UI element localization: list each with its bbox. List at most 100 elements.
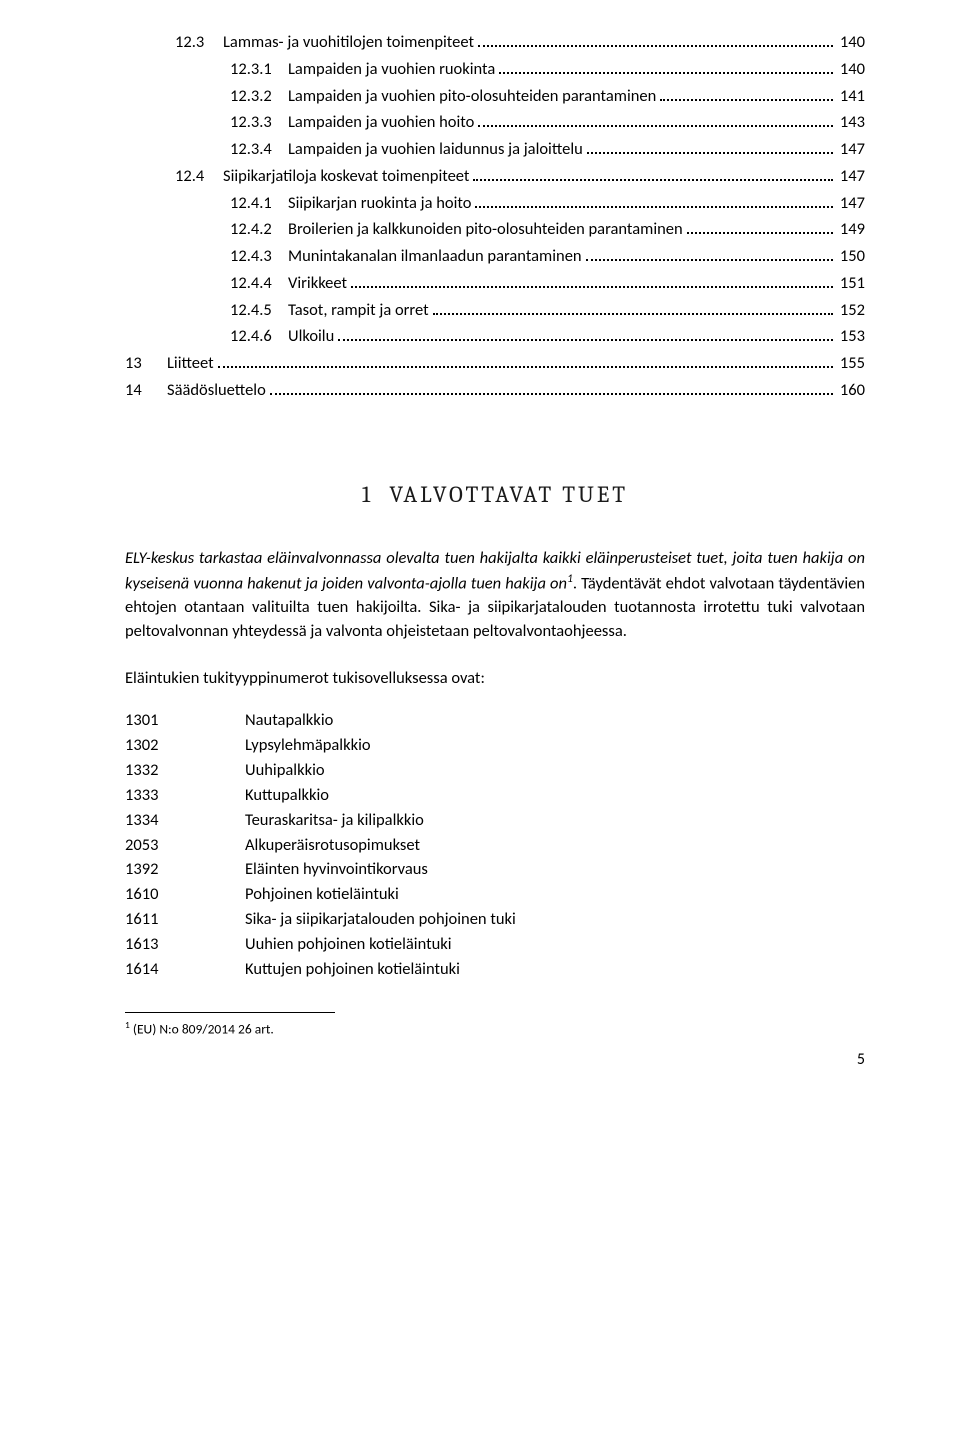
code-row: 1302Lypsylehmäpalkkio [125,734,865,758]
toc-number: 12.4.5 [230,298,288,323]
toc-text: Liitteet [167,351,214,376]
code-label: Lypsylehmäpalkkio [245,734,371,758]
toc-entry: 12.3.4Lampaiden ja vuohien laidunnus ja … [125,137,865,162]
code-number: 1334 [125,809,245,833]
toc-entry: 12.4.2Broilerien ja kalkkunoiden pito-ol… [125,217,865,242]
code-row: 1334Teuraskaritsa- ja kilipalkkio [125,809,865,833]
footnote-text: (EU) N:o 809/2014 26 art. [130,1021,274,1038]
toc-page: 147 [837,164,865,189]
toc-leader-dots [660,99,833,101]
toc-number: 14 [125,378,167,403]
code-label: Teuraskaritsa- ja kilipalkkio [245,809,424,833]
footnote-separator [125,1012,335,1013]
toc-page: 153 [837,324,865,349]
toc-entry: 12.4.5Tasot, rampit ja orret152 [125,298,865,323]
code-number: 1302 [125,734,245,758]
toc-entry: 12.3Lammas- ja vuohitilojen toimenpiteet… [125,30,865,55]
code-number: 1332 [125,759,245,783]
code-label: Uuhipalkkio [245,759,325,783]
code-label: Uuhien pohjoinen kotieläintuki [245,933,452,957]
code-label: Kuttupalkkio [245,784,329,808]
toc-number: 12.3.2 [230,84,288,109]
toc-number: 12.4.1 [230,191,288,216]
code-number: 1610 [125,883,245,907]
toc-text: Siipikarjan ruokinta ja hoito [288,191,471,216]
code-row: 1613Uuhien pohjoinen kotieläintuki [125,933,865,957]
code-row: 1611Sika- ja siipikarjatalouden pohjoine… [125,908,865,932]
toc-leader-dots [338,339,833,341]
code-row: 1610Pohjoinen kotieläintuki [125,883,865,907]
body-paragraph: ELY-keskus tarkastaa eläinvalvonnassa ol… [125,547,865,644]
toc-text: Ulkoilu [288,324,334,349]
toc-text: Broilerien ja kalkkunoiden pito-olosuhte… [288,217,683,242]
code-row: 2053Alkuperäisrotusopimukset [125,834,865,858]
toc-entry: 12.4.1Siipikarjan ruokinta ja hoito147 [125,191,865,216]
codes-list: 1301Nautapalkkio1302Lypsylehmäpalkkio133… [125,709,865,982]
toc-entry: 14Säädösluettelo 160 [125,378,865,403]
code-row: 1333Kuttupalkkio [125,784,865,808]
toc-number: 12.4.3 [230,244,288,269]
toc-text: Lampaiden ja vuohien hoito [288,110,474,135]
code-number: 1613 [125,933,245,957]
toc-number: 12.3.1 [230,57,288,82]
toc-page: 160 [837,378,865,403]
toc-leader-dots [473,179,832,181]
toc-entry: 12.4.3Munintakanalan ilmanlaadun paranta… [125,244,865,269]
code-row: 1301Nautapalkkio [125,709,865,733]
toc-number: 12.4 [175,164,223,189]
toc-page: 151 [837,271,865,296]
code-number: 1611 [125,908,245,932]
toc-page: 143 [837,110,865,135]
code-number: 1614 [125,958,245,982]
toc-text: Lampaiden ja vuohien pito-olosuhteiden p… [288,84,656,109]
toc-page: 155 [837,351,865,376]
toc-leader-dots [270,393,833,395]
toc-text: Virikkeet [288,271,347,296]
toc-number: 12.4.6 [230,324,288,349]
code-label: Pohjoinen kotieläintuki [245,883,399,907]
toc-entry: 12.4.4Virikkeet 151 [125,271,865,296]
toc-leader-dots [687,232,833,234]
code-label: Alkuperäisrotusopimukset [245,834,420,858]
code-label: Kuttujen pohjoinen kotieläintuki [245,958,460,982]
toc-number: 12.4.2 [230,217,288,242]
toc-leader-dots [586,259,833,261]
section-title-text: VALVOTTAVAT TUET [389,481,628,508]
toc-number: 12.4.4 [230,271,288,296]
toc-entry: 12.3.1Lampaiden ja vuohien ruokinta140 [125,57,865,82]
code-row: 1614Kuttujen pohjoinen kotieläintuki [125,958,865,982]
toc-leader-dots [218,366,833,368]
code-label: Nautapalkkio [245,709,333,733]
toc-page: 149 [837,217,865,242]
toc-leader-dots [475,206,832,208]
code-number: 1333 [125,784,245,808]
toc-leader-dots [499,72,833,74]
page-number: 5 [125,1048,865,1072]
code-row: 1392Eläinten hyvinvointikorvaus [125,858,865,882]
toc-leader-dots [351,286,833,288]
toc-number: 12.3.4 [230,137,288,162]
toc-leader-dots [478,45,833,47]
code-label: Eläinten hyvinvointikorvaus [245,858,428,882]
toc-entry: 12.4Siipikarjatiloja koskevat toimenpite… [125,164,865,189]
section-number: 1 [362,481,373,508]
toc-number: 12.3 [175,30,223,55]
toc-entry: 13Liitteet155 [125,351,865,376]
toc: 12.3Lammas- ja vuohitilojen toimenpiteet… [125,30,865,403]
toc-entry: 12.3.3Lampaiden ja vuohien hoito143 [125,110,865,135]
code-label: Sika- ja siipikarjatalouden pohjoinen tu… [245,908,516,932]
codes-intro: Eläintukien tukityyppinumerot tukisovell… [125,666,865,691]
toc-text: Säädösluettelo [167,378,266,403]
code-number: 1301 [125,709,245,733]
toc-leader-dots [433,313,833,315]
toc-text: Munintakanalan ilmanlaadun parantaminen [288,244,582,269]
toc-leader-dots [587,152,833,154]
toc-page: 140 [837,30,865,55]
toc-page: 152 [837,298,865,323]
toc-page: 141 [837,84,865,109]
toc-text: Siipikarjatiloja koskevat toimenpiteet [223,164,469,189]
toc-text: Lampaiden ja vuohien laidunnus ja jaloit… [288,137,583,162]
code-number: 2053 [125,834,245,858]
section-heading: 1 VALVOTTAVAT TUET [125,478,865,513]
toc-page: 147 [837,137,865,162]
